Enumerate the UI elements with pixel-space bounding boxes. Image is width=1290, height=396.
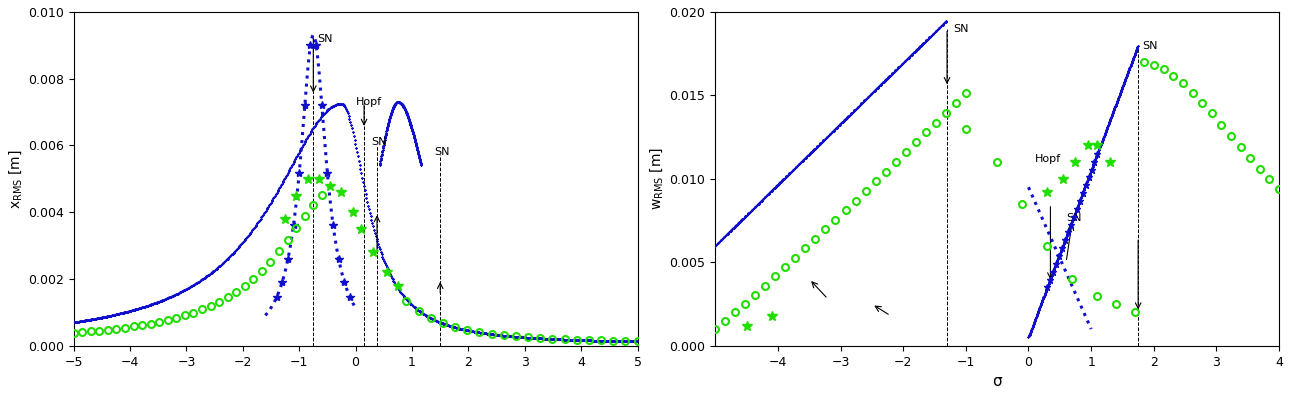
Text: Hopf: Hopf	[356, 97, 382, 107]
Y-axis label: w$_{\mathrm{RMS}}$ [m]: w$_{\mathrm{RMS}}$ [m]	[649, 147, 666, 210]
Text: Hopf: Hopf	[1035, 154, 1060, 164]
X-axis label: σ: σ	[992, 374, 1002, 389]
Text: SN: SN	[317, 34, 333, 44]
Text: SN: SN	[372, 137, 387, 147]
Text: SN: SN	[1066, 213, 1081, 223]
Text: SN: SN	[1143, 41, 1158, 51]
Y-axis label: x$_{\mathrm{RMS}}$ [m]: x$_{\mathrm{RMS}}$ [m]	[6, 149, 23, 209]
Text: SN: SN	[435, 147, 450, 158]
Text: SN: SN	[953, 24, 969, 34]
